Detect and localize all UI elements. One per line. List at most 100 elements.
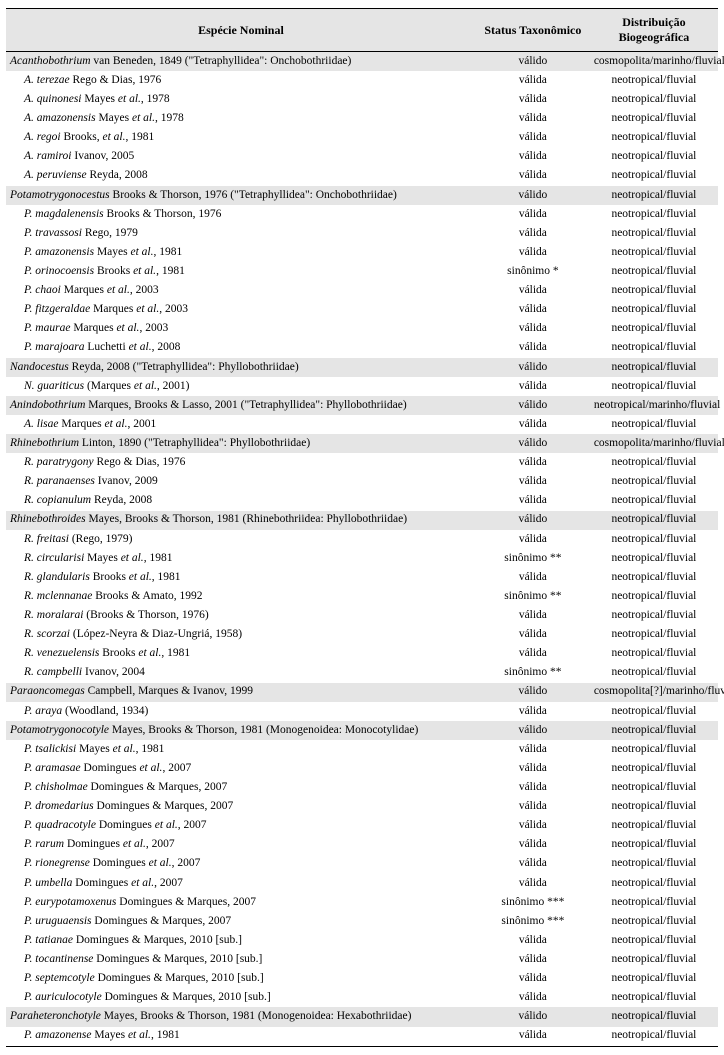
genus-name-cell: Paraoncomegas Campbell, Marques & Ivanov… [6,683,476,702]
species-status-cell: válida [476,797,590,816]
species-status-cell: sinônimo ** [476,587,590,606]
species-name-cell: P. marajoara Luchetti et al., 2008 [6,339,476,358]
genus-dist-cell: neotropical/marinho/fluvial [590,396,718,415]
species-table: Espécie Nominal Status Taxonômico Distri… [6,8,718,1047]
species-row: P. fitzgeraldae Marques et al., 2003váli… [6,300,718,319]
species-status-cell: válida [476,148,590,167]
genus-dist-cell: neotropical/fluvial [590,358,718,377]
species-name-cell: A. peruviense Reyda, 2008 [6,167,476,186]
species-name-cell: A. amazonensis Mayes et al., 1978 [6,109,476,128]
genus-status-cell: válido [476,683,590,702]
species-name-cell: R. venezuelensis Brooks et al., 1981 [6,644,476,663]
species-status-cell: válida [476,740,590,759]
species-name-cell: R. glandularis Brooks et al., 1981 [6,568,476,587]
genus-name-cell: Acanthobothrium van Beneden, 1849 ("Tetr… [6,52,476,72]
species-row: A. quinonesi Mayes et al., 1978válidaneo… [6,90,718,109]
species-dist-cell: neotropical/fluvial [590,377,718,396]
species-dist-cell: neotropical/fluvial [590,205,718,224]
species-name-cell: A. terezae Rego & Dias, 1976 [6,71,476,90]
genus-status-cell: válido [476,1007,590,1026]
species-status-cell: válida [476,1027,590,1047]
species-name-cell: P. dromedarius Domingues & Marques, 2007 [6,797,476,816]
genus-status-cell: válido [476,186,590,205]
species-name-cell: P. quadracotyle Domingues et al., 2007 [6,816,476,835]
species-name-cell: R. copianulum Reyda, 2008 [6,492,476,511]
species-dist-cell: neotropical/fluvial [590,243,718,262]
species-dist-cell: neotropical/fluvial [590,644,718,663]
species-status-cell: válida [476,778,590,797]
species-dist-cell: neotropical/fluvial [590,874,718,893]
species-status-cell: válida [476,281,590,300]
species-status-cell: válida [476,415,590,434]
header-dist: Distribuição Biogeográfica [590,9,718,52]
species-name-cell: P. eurypotamoxenus Domingues & Marques, … [6,893,476,912]
species-dist-cell: neotropical/fluvial [590,472,718,491]
species-dist-cell: neotropical/fluvial [590,797,718,816]
genus-name-cell: Potamotrygonocestus Brooks & Thorson, 19… [6,186,476,205]
genus-status-cell: válido [476,511,590,530]
species-status-cell: válida [476,874,590,893]
species-row: P. maurae Marques et al., 2003válidaneot… [6,320,718,339]
genus-dist-cell: neotropical/fluvial [590,1007,718,1026]
genus-dist-cell: neotropical/fluvial [590,721,718,740]
species-name-cell: P. rarum Domingues et al., 2007 [6,835,476,854]
species-status-cell: válida [476,855,590,874]
species-name-cell: A. lisae Marques et al., 2001 [6,415,476,434]
species-status-cell: válida [476,988,590,1007]
species-dist-cell: neotropical/fluvial [590,453,718,472]
genus-dist-cell: cosmopolita/marinho/fluvial [590,434,718,453]
species-dist-cell: neotropical/fluvial [590,148,718,167]
genus-row: Rhinebothroides Mayes, Brooks & Thorson,… [6,511,718,530]
species-dist-cell: neotropical/fluvial [590,969,718,988]
genus-row: Potamotrygonocestus Brooks & Thorson, 19… [6,186,718,205]
genus-name-cell: Anindobothrium Marques, Brooks & Lasso, … [6,396,476,415]
species-dist-cell: neotropical/fluvial [590,893,718,912]
species-status-cell: sinônimo *** [476,893,590,912]
species-status-cell: válida [476,931,590,950]
species-row: R. venezuelensis Brooks et al., 1981váli… [6,644,718,663]
species-dist-cell: neotropical/fluvial [590,339,718,358]
species-dist-cell: neotropical/fluvial [590,664,718,683]
genus-dist-cell: neotropical/fluvial [590,511,718,530]
species-row: R. moralarai (Brooks & Thorson, 1976)vál… [6,606,718,625]
species-row: P. araya (Woodland, 1934)válidaneotropic… [6,702,718,721]
species-row: P. tsalickisi Mayes et al., 1981válidane… [6,740,718,759]
species-dist-cell: neotropical/fluvial [590,281,718,300]
species-row: P. amazonense Mayes et al., 1981válidane… [6,1027,718,1047]
species-dist-cell: neotropical/fluvial [590,740,718,759]
species-dist-cell: neotropical/fluvial [590,912,718,931]
table-body: Acanthobothrium van Beneden, 1849 ("Tetr… [6,52,718,1047]
species-status-cell: válida [476,702,590,721]
species-dist-cell: neotropical/fluvial [590,167,718,186]
species-dist-cell: neotropical/fluvial [590,549,718,568]
species-name-cell: P. maurae Marques et al., 2003 [6,320,476,339]
genus-row: Paraoncomegas Campbell, Marques & Ivanov… [6,683,718,702]
species-status-cell: válida [476,90,590,109]
species-dist-cell: neotropical/fluvial [590,778,718,797]
species-dist-cell: neotropical/fluvial [590,492,718,511]
species-name-cell: R. freitasi (Rego, 1979) [6,530,476,549]
species-status-cell: válida [476,320,590,339]
species-name-cell: P. chisholmae Domingues & Marques, 2007 [6,778,476,797]
species-status-cell: sinônimo ** [476,664,590,683]
species-row: R. freitasi (Rego, 1979)válidaneotropica… [6,530,718,549]
genus-row: Acanthobothrium van Beneden, 1849 ("Tetr… [6,52,718,72]
species-row: P. tocantinense Domingues & Marques, 201… [6,950,718,969]
species-row: P. travassosi Rego, 1979válidaneotropica… [6,224,718,243]
species-name-cell: P. fitzgeraldae Marques et al., 2003 [6,300,476,319]
species-dist-cell: neotropical/fluvial [590,950,718,969]
species-row: P. orinocoensis Brooks et al., 1981sinôn… [6,262,718,281]
species-status-cell: sinônimo ** [476,549,590,568]
species-row: A. terezae Rego & Dias, 1976válidaneotro… [6,71,718,90]
species-name-cell: R. circularisi Mayes et al., 1981 [6,549,476,568]
species-name-cell: P. amazonense Mayes et al., 1981 [6,1027,476,1047]
species-name-cell: P. umbella Domingues et al., 2007 [6,874,476,893]
species-name-cell: P. travassosi Rego, 1979 [6,224,476,243]
species-row: P. magdalenensis Brooks & Thorson, 1976v… [6,205,718,224]
species-row: P. umbella Domingues et al., 2007válidan… [6,874,718,893]
species-status-cell: válida [476,339,590,358]
species-status-cell: válida [476,625,590,644]
species-name-cell: R. paranaenses Ivanov, 2009 [6,472,476,491]
table-header-row: Espécie Nominal Status Taxonômico Distri… [6,9,718,52]
species-dist-cell: neotropical/fluvial [590,109,718,128]
